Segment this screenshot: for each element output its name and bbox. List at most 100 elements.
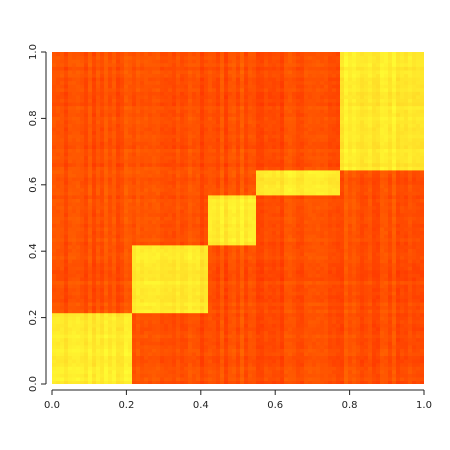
heat-cell — [120, 201, 125, 207]
heat-cell — [76, 230, 81, 235]
heat-cell — [200, 180, 205, 185]
heat-cell — [240, 234, 245, 239]
heat-cell — [244, 355, 249, 360]
heat-cell — [264, 187, 269, 192]
heat-cell — [132, 87, 137, 92]
heat-cell — [148, 73, 153, 78]
heat-cell — [104, 380, 109, 384]
heat-cell — [152, 201, 157, 207]
heat-cell — [168, 351, 173, 357]
heat-cell — [176, 344, 181, 349]
heat-cell — [76, 337, 81, 342]
heat-cell — [232, 237, 237, 242]
heat-cell — [100, 251, 105, 257]
heat-cell — [92, 326, 97, 332]
heat-cell — [80, 316, 85, 321]
heat-cell — [200, 155, 205, 160]
heat-cell — [132, 244, 137, 249]
heat-cell — [96, 191, 101, 196]
heat-cell — [216, 66, 221, 71]
heat-cell — [140, 76, 145, 82]
heat-cell — [184, 109, 189, 114]
heat-cell — [204, 344, 209, 349]
heat-cell — [112, 137, 117, 142]
heat-cell — [52, 244, 57, 249]
heat-cell — [144, 205, 149, 210]
heat-cell — [188, 98, 193, 103]
heat-cell — [104, 284, 109, 289]
heat-cell — [72, 62, 77, 67]
heat-cell — [112, 151, 117, 157]
heat-cell — [192, 91, 197, 96]
heat-cell — [92, 234, 97, 239]
heat-cell — [240, 355, 245, 360]
heat-cell — [148, 380, 153, 384]
heat-cell — [184, 84, 189, 89]
heat-cell — [192, 123, 197, 128]
heat-cell — [240, 323, 245, 328]
heat-cell — [196, 305, 201, 310]
heat-cell — [212, 273, 217, 278]
heat-cell — [72, 73, 77, 78]
heat-cell — [200, 116, 205, 121]
heat-cell — [116, 209, 121, 214]
heat-cell — [160, 105, 165, 110]
heat-cell — [184, 376, 189, 382]
heat-cell — [108, 330, 113, 335]
heat-cell — [132, 269, 137, 274]
heat-cell — [80, 191, 85, 196]
heat-cell — [120, 373, 125, 378]
heat-cell — [72, 194, 77, 199]
heat-cell — [244, 226, 249, 232]
heat-cell — [200, 344, 205, 349]
heat-cell — [232, 298, 237, 303]
heat-cell — [140, 180, 145, 185]
heat-cell — [252, 80, 257, 85]
heat-cell — [84, 284, 89, 289]
heat-cell — [208, 76, 213, 82]
heat-cell — [56, 280, 61, 285]
heat-cell — [96, 198, 101, 203]
heat-cell — [248, 341, 253, 346]
heat-cell — [208, 69, 213, 75]
heat-cell — [240, 280, 245, 285]
heat-cell — [84, 362, 89, 367]
heat-cell — [196, 230, 201, 235]
heat-cell — [156, 230, 161, 235]
heat-cell — [188, 194, 193, 199]
heat-cell — [168, 273, 173, 278]
heat-cell — [240, 334, 245, 339]
heat-cell — [124, 151, 129, 157]
heat-cell — [228, 330, 233, 335]
heat-cell — [96, 369, 101, 374]
heat-cell — [232, 230, 237, 235]
heat-cell — [236, 62, 241, 67]
heat-cell — [200, 84, 205, 89]
heat-cell — [224, 80, 229, 85]
heat-cell — [80, 219, 85, 224]
heat-cell — [56, 219, 61, 224]
heat-cell — [200, 187, 205, 192]
heat-cell — [144, 305, 149, 310]
heat-cell — [232, 366, 237, 371]
heat-cell — [96, 319, 101, 324]
heat-cell — [156, 216, 161, 221]
heat-cell — [52, 269, 57, 274]
heat-cell — [156, 209, 161, 214]
heat-cell — [96, 126, 101, 132]
heat-cell — [200, 301, 205, 307]
heat-cell — [132, 341, 137, 346]
heat-cell — [140, 373, 145, 378]
heat-cell — [180, 334, 185, 339]
heat-cell — [100, 348, 105, 353]
heat-cell — [124, 248, 129, 253]
heat-cell — [72, 316, 77, 321]
heat-cell — [136, 244, 141, 249]
heat-cell — [248, 109, 253, 114]
heat-cell — [160, 155, 165, 160]
heat-cell — [188, 305, 193, 310]
heat-cell — [176, 80, 181, 85]
heat-cell — [164, 148, 169, 153]
heat-cell — [192, 316, 197, 321]
